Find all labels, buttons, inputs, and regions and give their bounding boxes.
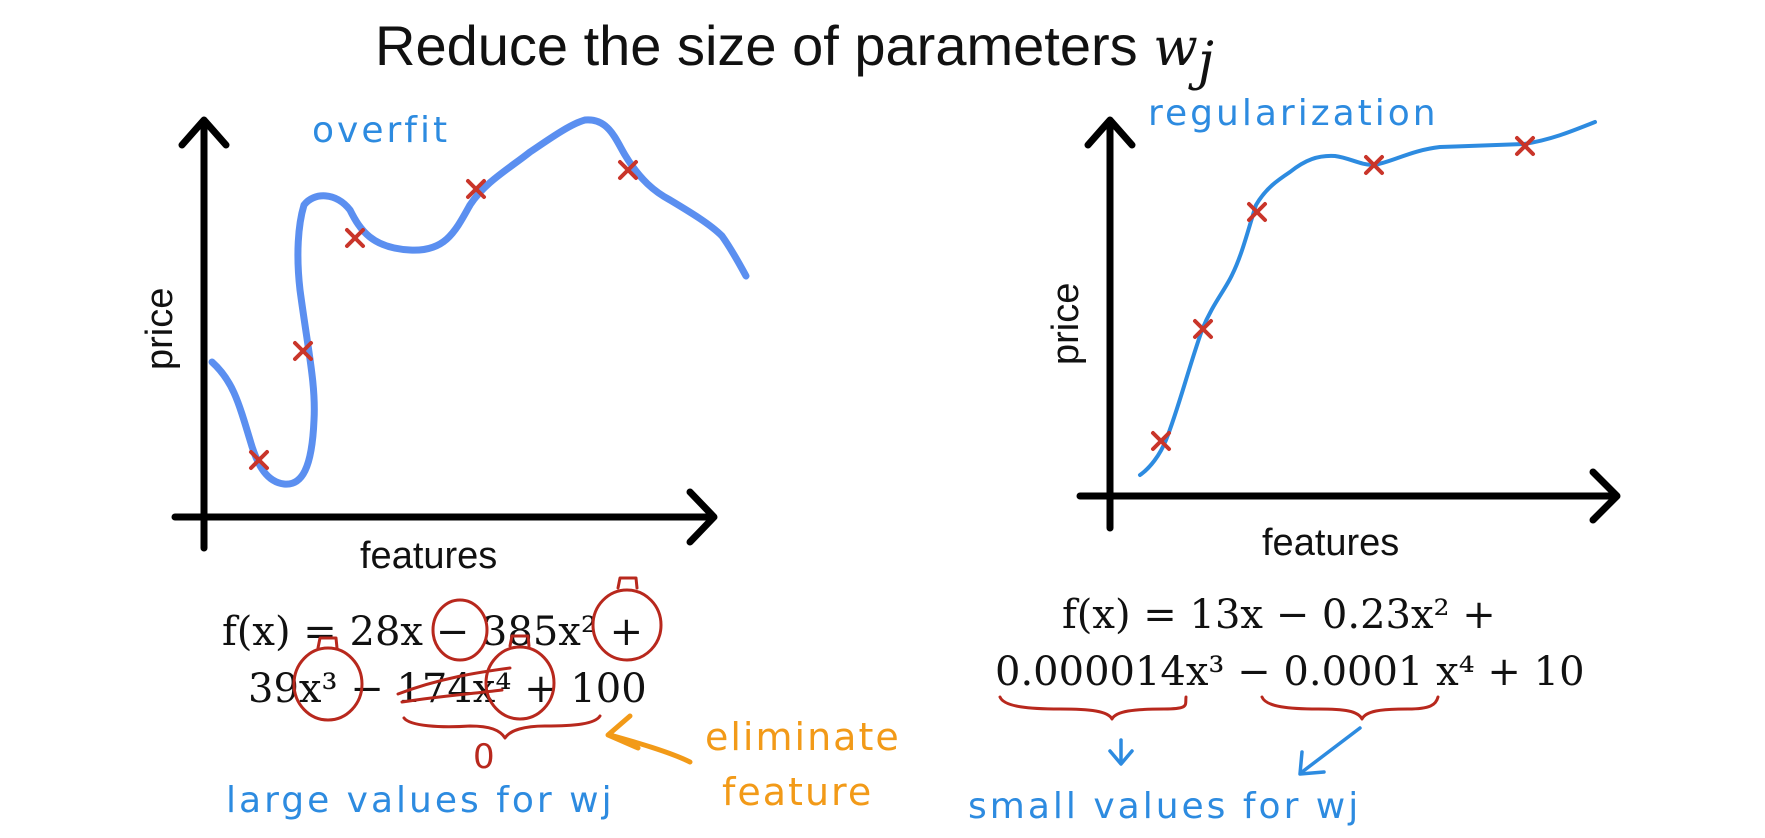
- blue-arrow-head: [1108, 749, 1134, 766]
- slide-title: Reduce the size of parameters wj: [375, 14, 1214, 92]
- right-graph: regularization price features f(x) = 13x…: [968, 93, 1621, 827]
- right-data-point: [1515, 136, 1535, 156]
- left-data-point: [345, 228, 365, 248]
- right-data-point: [1364, 155, 1384, 175]
- right-data-point: [1193, 319, 1213, 339]
- left-y-axis-label: price: [139, 288, 181, 370]
- right-equation-line2: 0.000014x³ − 0.0001 x⁴ + 10: [995, 649, 1585, 695]
- right-equation-line1: f(x) = 13x − 0.23x² +: [1062, 592, 1496, 638]
- left-graph: overfit price features f(x) = 28x − 385x…: [139, 110, 901, 821]
- left-equation-line2: 39x³ − 174x⁴ + 100: [248, 666, 647, 712]
- left-data-point: [466, 179, 486, 199]
- circle-mark: [292, 646, 364, 722]
- circle-mark: [484, 645, 556, 721]
- slide-title-text: Reduce the size of parameters: [375, 14, 1153, 77]
- left-data-point: [618, 160, 638, 180]
- left-data-marks: [249, 160, 638, 470]
- eliminate-annotation: eliminate feature: [605, 713, 901, 814]
- underbrace-mark: [998, 695, 1188, 721]
- circle-mark: [431, 598, 489, 662]
- right-x-axis-label: features: [1262, 522, 1399, 564]
- circle-tab: [316, 636, 339, 650]
- right-regularized-curve: [1138, 120, 1597, 477]
- right-blue-arrows: [1108, 726, 1362, 776]
- left-x-axis-arrow: [686, 488, 718, 546]
- left-overfit-curve: [208, 116, 750, 488]
- right-data-point: [1151, 431, 1171, 451]
- slide-title-variable: w: [1153, 18, 1198, 78]
- left-x-axis-label: features: [360, 535, 497, 577]
- blue-arrow-head: [1298, 750, 1326, 776]
- circle-mark: [591, 588, 663, 662]
- underbrace-mark: [1260, 695, 1440, 721]
- right-data-point: [1247, 202, 1267, 222]
- underbrace-mark: [402, 714, 602, 740]
- right-y-axis-label: price: [1045, 283, 1087, 365]
- circle-tab: [616, 576, 639, 590]
- right-y-axis-arrow: [1084, 116, 1136, 149]
- right-x-axis-arrow: [1589, 468, 1621, 524]
- left-red-annotations: 0: [292, 576, 663, 777]
- left-annotation-overfit: overfit: [312, 110, 450, 151]
- blue-arrow-line: [1300, 726, 1362, 774]
- strikethrough-mark: [396, 666, 512, 696]
- left-y-axis-arrow: [178, 116, 230, 149]
- left-data-point: [249, 450, 269, 470]
- right-red-annotations: [998, 695, 1440, 721]
- eliminate-note-line1: eliminate: [705, 715, 901, 759]
- zero-note: 0: [473, 737, 495, 777]
- eliminate-note-line2: feature: [722, 770, 873, 814]
- left-bottom-note: large values for wj: [226, 780, 615, 821]
- strikethrough-mark: [400, 688, 504, 704]
- right-data-marks: [1151, 136, 1535, 451]
- right-annotation-regularization: regularization: [1148, 93, 1439, 134]
- right-bottom-note: small values for wj: [968, 786, 1361, 827]
- left-data-point: [293, 341, 313, 361]
- circle-tab: [508, 634, 531, 648]
- orange-arrow-head: [605, 713, 641, 751]
